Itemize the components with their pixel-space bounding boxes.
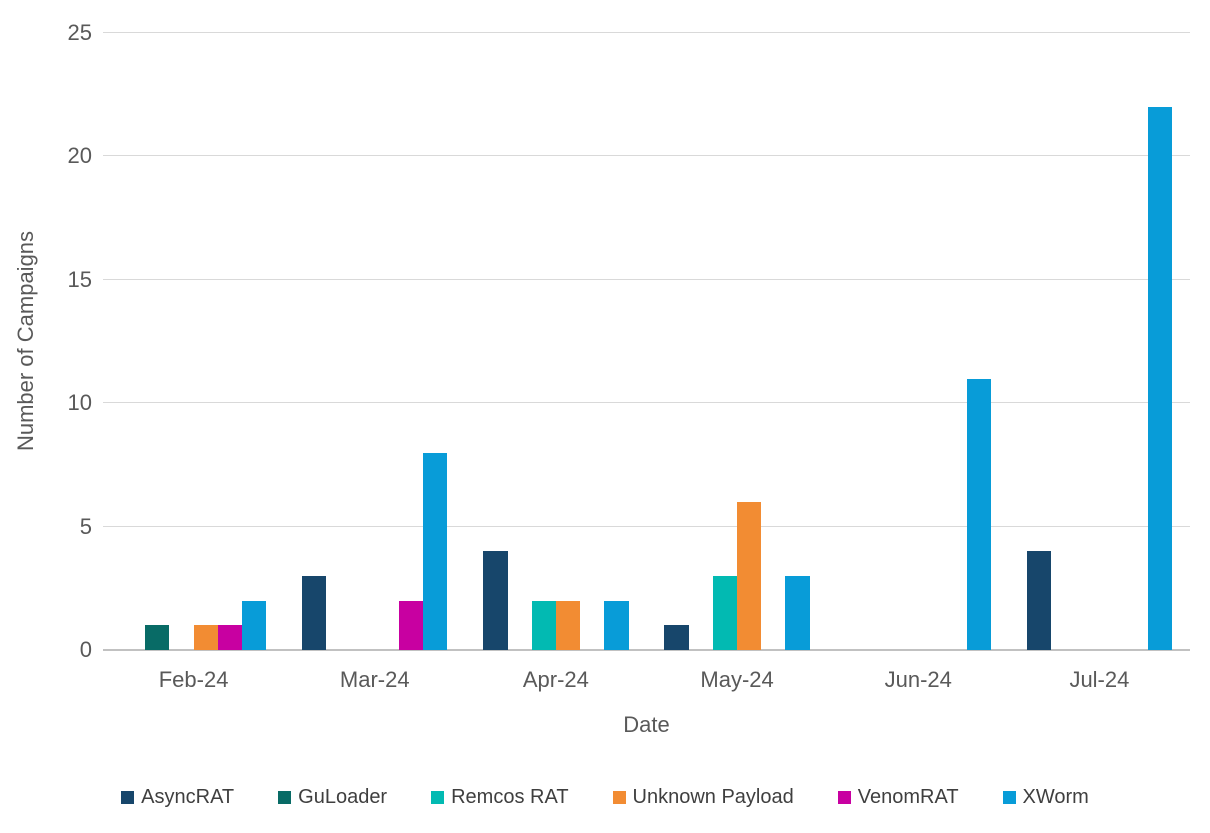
bar-xworm-may-24	[785, 575, 810, 650]
bar-asyncrat-apr-24	[483, 551, 508, 650]
legend-item-guloader: GuLoader	[278, 786, 387, 809]
bar-remcos-rat-apr-24	[531, 600, 556, 650]
gridline	[103, 402, 1190, 404]
y-tick-label: 10	[67, 390, 92, 416]
bar-unknown-payload-may-24	[737, 501, 762, 650]
bar-xworm-mar-24	[423, 452, 448, 650]
legend-item-remcos-rat: Remcos RAT	[431, 786, 569, 809]
legend-swatch-icon	[837, 791, 851, 804]
legend-swatch-icon	[431, 791, 445, 804]
x-tick-label: May-24	[700, 667, 774, 692]
legend-swatch-icon	[278, 791, 292, 804]
y-tick-label: 15	[67, 266, 92, 292]
bar-remcos-rat-may-24	[712, 575, 738, 650]
legend-label: AsyncRAT	[141, 786, 235, 808]
legend-item-unknown-payload: Unknown Payload	[612, 786, 794, 809]
plot-area	[103, 32, 1190, 651]
legend: AsyncRAT GuLoader Remcos RAT Unknown Payloa…	[0, 786, 1210, 809]
bar-unknown-payload-feb-24	[193, 625, 218, 650]
bar-asyncrat-mar-24	[302, 575, 327, 650]
bar-xworm-jul-24	[1147, 107, 1172, 650]
legend-label: GuLoader	[298, 786, 388, 808]
legend-label: Remcos RAT	[451, 786, 569, 808]
legend-item-asyncrat: AsyncRAT	[121, 786, 234, 809]
legend-item-venomrat: VenomRAT	[837, 786, 959, 809]
legend-label: XWorm	[1022, 786, 1089, 808]
gridline	[103, 278, 1190, 280]
x-tick-label: Jul-24	[1069, 667, 1130, 692]
gridline	[103, 525, 1190, 527]
legend-swatch-icon	[121, 791, 135, 804]
bar-xworm-feb-24	[241, 600, 267, 650]
bar-guloader-feb-24	[145, 625, 170, 650]
y-tick-label: 25	[67, 20, 92, 45]
bar-xworm-apr-24	[604, 600, 629, 650]
x-tick-label: Jun-24	[884, 667, 952, 692]
x-axis-line	[103, 649, 1190, 651]
legend-label: VenomRAT	[857, 786, 959, 808]
y-tick-label: 0	[79, 637, 92, 662]
bar-asyncrat-jul-24	[1026, 551, 1051, 650]
legend-swatch-icon	[612, 791, 626, 804]
y-tick-label: 5	[79, 513, 92, 539]
x-tick-label: Mar-24	[339, 667, 410, 692]
y-axis-title: Number of Campaigns	[13, 230, 38, 452]
bar-venomrat-feb-24	[217, 625, 242, 650]
legend-swatch-icon	[1002, 791, 1016, 804]
bar-unknown-payload-apr-24	[555, 600, 581, 650]
legend-label: Unknown Payload	[632, 786, 794, 808]
bar-asyncrat-may-24	[664, 625, 689, 650]
bar-venomrat-mar-24	[398, 600, 424, 650]
x-axis-title: Date	[623, 712, 670, 737]
bar-xworm-jun-24	[966, 378, 991, 650]
x-tick-label: Feb-24	[158, 667, 229, 692]
y-tick-label: 20	[67, 143, 92, 169]
legend-item-xworm: XWorm	[1002, 786, 1089, 809]
x-tick-label: Apr-24	[522, 667, 589, 692]
gridline	[103, 155, 1190, 157]
gridline	[103, 32, 1190, 33]
